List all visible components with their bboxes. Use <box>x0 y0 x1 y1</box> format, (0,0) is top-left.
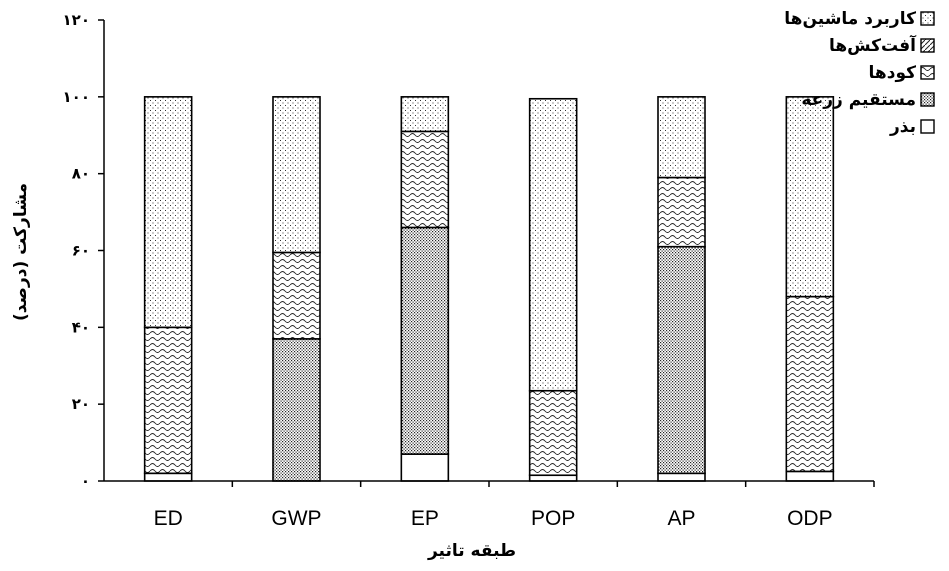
bar-segment <box>785 470 835 482</box>
bar-segment <box>143 96 193 329</box>
bar-segment <box>657 472 706 482</box>
bar-segment <box>400 226 450 455</box>
y-tick-label: ۱۲۰ <box>63 11 90 29</box>
bar-segment <box>400 453 450 482</box>
y-tick-label: ۰ <box>81 472 90 490</box>
x-tick-label: ODP <box>787 507 833 530</box>
y-axis-title: مشارکت (درصد) <box>11 183 31 321</box>
axes-group <box>103 20 874 482</box>
bar-segment <box>657 96 706 179</box>
bar-segment <box>657 245 706 475</box>
bar-segment <box>272 251 321 340</box>
legend-label: کودها <box>869 63 917 83</box>
legend-swatch <box>920 65 935 80</box>
bar-segment <box>528 389 578 477</box>
legend-swatch <box>920 92 935 107</box>
bar-segment <box>143 472 193 482</box>
legend-label: مستقیم زرعه <box>801 90 916 110</box>
x-tick-label: POP <box>531 507 575 530</box>
y-tick-label: ۶۰ <box>72 242 90 260</box>
bar-segment <box>657 176 706 248</box>
x-tick-label: AP <box>667 507 695 530</box>
legend-swatch <box>920 119 935 134</box>
y-tick-label: ۸۰ <box>72 165 90 183</box>
bar-segment <box>143 326 193 475</box>
x-axis-title: طبقه تاثیر <box>427 541 516 561</box>
legend-label: کاربرد ماشین‌ها <box>784 9 916 29</box>
bar-segment <box>785 295 835 473</box>
bar-segment <box>272 338 321 482</box>
legend-swatch <box>920 38 935 53</box>
x-tick-label: EP <box>411 507 439 530</box>
x-tick-label: GWP <box>271 507 321 530</box>
bars-group <box>143 96 835 482</box>
legend-swatch <box>920 11 935 26</box>
legend-label: بذر <box>889 117 916 137</box>
bar-segment <box>528 97 578 392</box>
bar-segment <box>528 474 578 482</box>
bar-segment <box>272 96 321 254</box>
y-tick-label: ۲۰ <box>72 395 90 413</box>
y-tick-label: ۴۰ <box>72 318 90 336</box>
bar-segment <box>400 130 450 229</box>
legend: کاربرد ماشین‌ها آفت‌کش‌ها کودها مستقیم زرعه… <box>784 9 935 137</box>
x-tick-label: ED <box>154 507 183 530</box>
ticks-group: ۰ ۲۰ ۴۰ ۶۰ ۸۰ ۱۰۰ ۱۲۰ ED GWP EP POP AP ODP <box>63 11 875 530</box>
legend-label: آفت‌کش‌ها <box>829 34 917 56</box>
bar-segment <box>785 96 835 298</box>
y-tick-label: ۱۰۰ <box>63 88 90 106</box>
bar-segment <box>400 96 450 133</box>
